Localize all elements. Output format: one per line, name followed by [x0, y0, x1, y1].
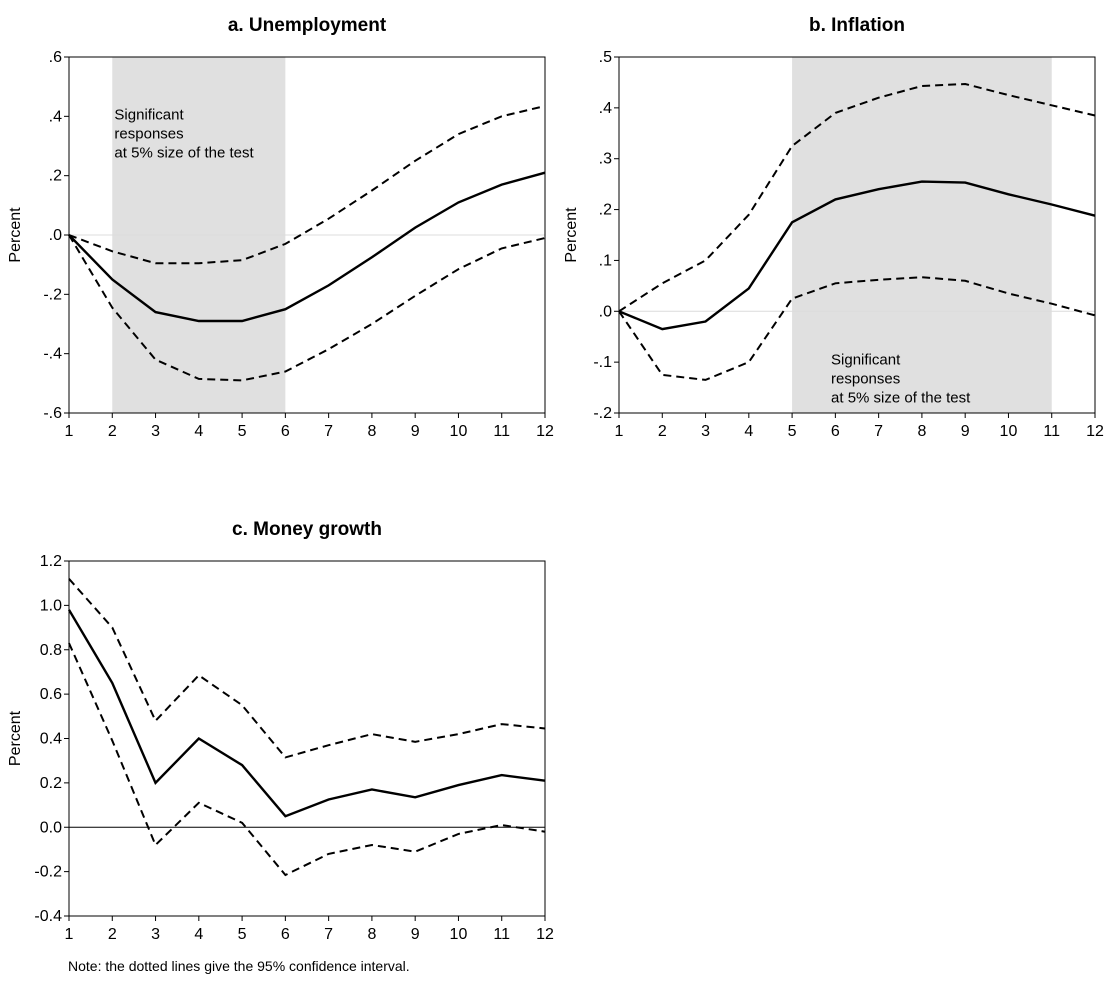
annotation-line: responses: [831, 371, 900, 388]
x-tick-label: 9: [411, 423, 420, 440]
y-axis-label: Percent: [7, 207, 24, 263]
x-tick-label: 8: [367, 423, 376, 440]
confidence-band-line-2: [618, 276, 1096, 381]
confidence-band-line-1: [68, 105, 546, 265]
x-tick-label: 5: [788, 423, 797, 440]
confidence-band-line-1: [68, 578, 546, 759]
x-tick-label: 10: [1000, 423, 1018, 440]
y-tick-label: -.6: [43, 405, 62, 422]
x-tick-label: 4: [194, 926, 203, 943]
y-tick-label: 0.6: [40, 686, 62, 703]
chart-title: c. Money growth: [232, 519, 382, 540]
confidence-band-line-2: [68, 234, 546, 382]
x-tick-label: 10: [450, 423, 468, 440]
x-tick-label: 3: [701, 423, 710, 440]
y-tick-label: 1.0: [40, 597, 62, 614]
y-axis-label: Percent: [7, 710, 24, 766]
x-tick-label: 2: [108, 926, 117, 943]
chart-panel-c: -0.4-0.20.00.20.40.60.81.01.21 2 3 4 5 6 7 8 9 10…: [7, 519, 554, 943]
y-tick-label: -0.2: [34, 864, 62, 881]
x-tick-label: 10: [450, 926, 468, 943]
x-tick-label: 12: [536, 926, 554, 943]
x-tick-label: 11: [1043, 423, 1060, 440]
x-tick-label: 9: [411, 926, 420, 943]
x-tick-label: 12: [1086, 423, 1104, 440]
y-tick-label: 0.0: [40, 819, 62, 836]
y-tick-label: .4: [599, 100, 612, 117]
y-tick-label: .4: [49, 108, 62, 125]
x-tick-label: 1: [65, 926, 74, 943]
annotation-line: at 5% size of the test: [831, 390, 971, 407]
x-tick-label: 2: [658, 423, 667, 440]
figure-note: Note: the dotted lines give the 95% conf…: [68, 958, 410, 974]
x-tick-label: 3: [151, 926, 160, 943]
response-line-0: [68, 171, 546, 323]
y-tick-label: .6: [49, 49, 62, 66]
x-tick-label: 2: [108, 423, 117, 440]
x-tick-label: 3: [151, 423, 160, 440]
y-tick-label: .0: [49, 227, 62, 244]
y-tick-label: -.4: [43, 346, 62, 363]
y-tick-label: .5: [599, 49, 612, 66]
y-tick-label: .2: [49, 168, 62, 185]
x-tick-label: 4: [744, 423, 753, 440]
significance-annotation: Significant responses at 5% size of the te…: [114, 106, 254, 161]
y-tick-label: -0.4: [34, 908, 62, 925]
x-tick-label: 8: [367, 926, 376, 943]
x-tick-label: 8: [917, 423, 926, 440]
x-tick-label: 6: [281, 926, 290, 943]
chart-title: b. Inflation: [809, 15, 905, 36]
x-tick-label: 6: [281, 423, 290, 440]
annotation-line: responses: [114, 125, 183, 142]
y-tick-label: 0.2: [40, 775, 62, 792]
x-tick-label: 4: [194, 423, 203, 440]
x-tick-label: 7: [324, 926, 333, 943]
x-tick-label: 7: [874, 423, 883, 440]
y-tick-label: 0.8: [40, 642, 62, 659]
plot-frame: [618, 56, 1096, 414]
response-line-0: [618, 180, 1096, 331]
annotation-line: at 5% size of the test: [114, 144, 254, 161]
y-tick-label: 1.2: [40, 553, 62, 570]
y-tick-label: .2: [599, 202, 612, 219]
significance-annotation: Significant responses at 5% size of the te…: [831, 352, 971, 407]
chart-panel-b: -.2-.1.0.1.2.3.4.51 2 3 4 5 6 7 8 9 10 11 12b. Infl…: [563, 15, 1104, 440]
x-tick-label: 9: [961, 423, 970, 440]
x-tick-label: 7: [324, 423, 333, 440]
x-tick-label: 11: [493, 926, 510, 943]
y-tick-label: -.2: [43, 286, 62, 303]
y-tick-label: .3: [599, 151, 612, 168]
x-tick-label: 5: [238, 926, 247, 943]
x-tick-label: 11: [493, 423, 510, 440]
y-tick-label: .0: [599, 303, 612, 320]
x-tick-label: 6: [831, 423, 840, 440]
chart-title: a. Unemployment: [228, 15, 387, 36]
confidence-band-line-2: [68, 642, 546, 877]
chart-panel-a: -.6-.4-.2.0.2.4.61 2 3 4 5 6 7 8 9 10 11 12a. Unemp…: [7, 15, 554, 440]
confidence-band-line-1: [618, 82, 1096, 313]
shaded-region: [792, 57, 1052, 413]
annotation-line: Significant: [831, 352, 901, 369]
y-tick-label: 0.4: [40, 731, 62, 748]
y-axis-label: Percent: [563, 207, 580, 263]
y-tick-label: -.2: [593, 405, 612, 422]
y-tick-label: -.1: [593, 354, 612, 371]
response-line-0: [67, 609, 546, 818]
x-tick-label: 1: [65, 423, 74, 440]
x-tick-label: 1: [615, 423, 624, 440]
plot-frame: [68, 560, 546, 917]
annotation-line: Significant: [114, 106, 184, 123]
x-tick-label: 12: [536, 423, 554, 440]
x-tick-label: 5: [238, 423, 247, 440]
y-tick-label: .1: [599, 252, 612, 269]
